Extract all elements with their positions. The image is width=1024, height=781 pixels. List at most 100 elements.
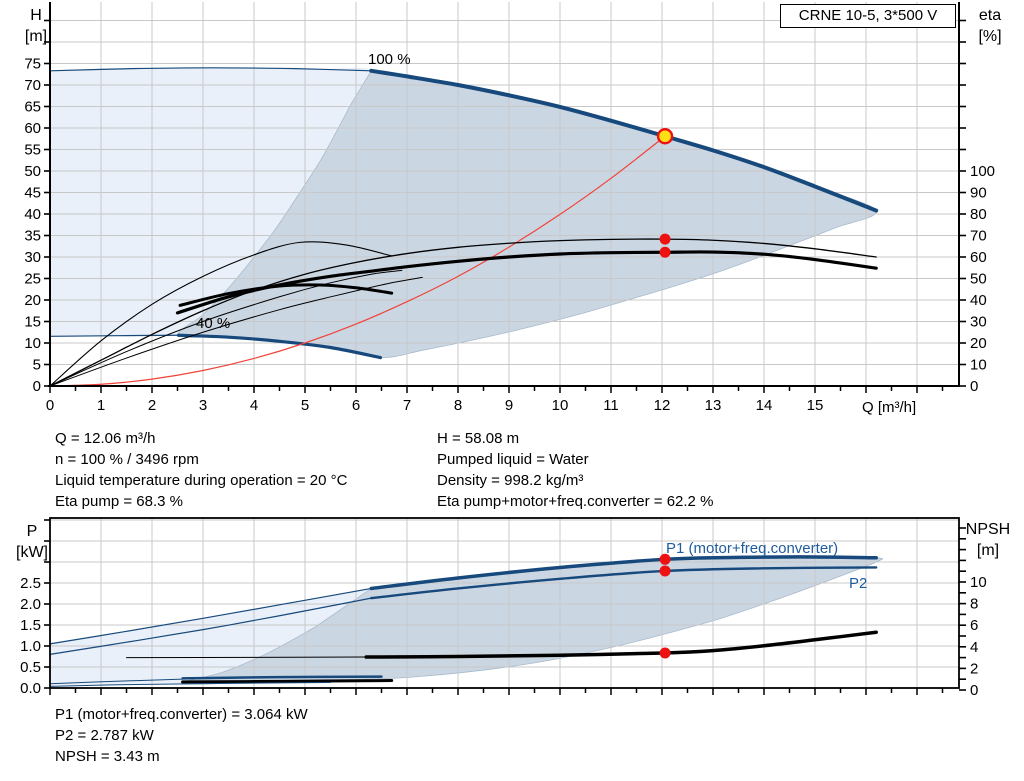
y-left-tick-label: 40	[24, 206, 41, 223]
y-right-tick-label: 20	[970, 335, 987, 352]
y-left-tick-label: 50	[24, 163, 41, 180]
p-axis-title-unit: [kW]	[16, 544, 48, 561]
eta-pump-duty-dot	[659, 233, 671, 245]
info-left-line-0: Q = 12.06 m³/h	[55, 430, 156, 447]
q-axis-title: Q [m³/h]	[862, 399, 917, 416]
head-40pct-thin-curve	[49, 334, 180, 337]
npsh-duty-dot	[659, 647, 671, 659]
y-right-tick-label: 8	[970, 596, 978, 613]
y-left-tick-label: 10	[24, 335, 41, 352]
x-tick-label: 14	[756, 397, 773, 414]
p2-label: P2	[849, 575, 867, 592]
p2-100pct-thin-curve	[49, 597, 372, 655]
y-left-tick-label: 1.0	[20, 638, 41, 655]
y-left-tick-label: 75	[24, 56, 41, 73]
y-left-tick-label: 20	[24, 292, 41, 309]
y-right-tick-label: 50	[970, 271, 987, 288]
eta-total-40pct-curve	[178, 283, 394, 307]
x-tick-label: 12	[654, 397, 671, 414]
duty-point	[656, 128, 674, 145]
control-range-light	[50, 67, 373, 337]
y-left-tick-label: 30	[24, 249, 41, 266]
npsh-axis-title: NPSH [m]	[956, 519, 1020, 561]
eta-pump-40pct-curve	[49, 241, 393, 387]
y-right-tick-label: 100	[970, 163, 995, 180]
h-axis-title: H [m]	[14, 5, 58, 47]
y-left-tick-label: 45	[24, 185, 41, 202]
npsh-40pct-curve	[181, 678, 394, 684]
y-left-tick-label: 2.5	[20, 575, 41, 592]
head-100pct-curve	[369, 68, 879, 213]
p2-100pct-curve	[370, 566, 878, 600]
info-bottom-line-2: NPSH = 3.43 m	[55, 748, 160, 765]
x-tick-label: 3	[199, 397, 207, 414]
eta-total-duty-dot	[659, 246, 671, 258]
y-left-tick-label: 55	[24, 142, 41, 159]
y-right-tick-label: 80	[970, 206, 987, 223]
y-left-tick-label: 65	[24, 99, 41, 116]
control-curve-red-curve	[49, 135, 666, 387]
duty-info-right-column: H = 58.08 m Pumped liquid = Water Density …	[437, 428, 713, 512]
eta-fan-2-curve	[49, 269, 403, 387]
eta-fan-3-curve	[49, 276, 423, 387]
speed-40-label: 40 %	[196, 315, 230, 332]
p1-100pct-thin-curve	[49, 587, 372, 645]
y-right-tick-label: 0	[970, 682, 978, 699]
h-axis-title-unit: [m]	[24, 28, 48, 45]
eta-axis-title-symbol: eta	[978, 7, 1002, 24]
pump-type-title-box: CRNE 10-5, 3*500 V	[780, 4, 956, 28]
info-right-line-2: Density = 998.2 kg/m³	[437, 472, 584, 489]
p2-40pct-thin-curve	[49, 682, 331, 687]
x-tick-label: 9	[505, 397, 513, 414]
y-left-tick-label: 35	[24, 228, 41, 245]
head-100pct-thin-curve	[49, 67, 372, 72]
power-info-column: P1 (motor+freq.converter) = 3.064 kW P2 =…	[55, 704, 308, 767]
info-right-line-1: Pumped liquid = Water	[437, 451, 589, 468]
y-left-tick-label: 0	[33, 378, 41, 395]
y-right-tick-label: 70	[970, 228, 987, 245]
x-tick-label: 6	[352, 397, 360, 414]
y-right-tick-label: 0	[970, 378, 978, 395]
x-tick-label: 13	[705, 397, 722, 414]
p1-40pct-thin-curve	[49, 678, 184, 685]
y-left-tick-label: 60	[24, 120, 41, 137]
y-right-tick-label: 2	[970, 660, 978, 677]
eta-axis-title: eta [%]	[964, 5, 1016, 47]
y-right-tick-label: 10	[970, 357, 987, 374]
y-right-tick-label: 40	[970, 292, 987, 309]
x-tick-label: 0	[46, 397, 54, 414]
p1-label: P1 (motor+freq.converter)	[666, 540, 838, 557]
y-left-tick-label: 25	[24, 271, 41, 288]
info-left-line-2: Liquid temperature during operation = 20…	[55, 472, 348, 489]
p1-duty-dot	[659, 553, 671, 565]
x-tick-label: 11	[603, 397, 619, 414]
head-40pct-curve	[176, 333, 383, 360]
npsh-axis-title-symbol: NPSH	[965, 521, 1011, 538]
x-tick-label: 2	[148, 397, 156, 414]
info-right-line-3: Eta pump+motor+freq.converter = 62.2 %	[437, 493, 714, 510]
y-left-tick-label: 70	[24, 77, 41, 94]
info-bottom-line-1: P2 = 2.787 kW	[55, 727, 154, 744]
duty-info-left-column: Q = 12.06 m³/h n = 100 % / 3496 rpm Liquid…	[55, 428, 347, 512]
x-tick-label: 4	[250, 397, 258, 414]
eta-total-100pct-curve	[175, 250, 878, 315]
npsh-axis-title-unit: [m]	[976, 542, 1000, 559]
x-tick-label: 7	[403, 397, 411, 414]
npsh-thin-curve	[126, 656, 367, 659]
y-right-tick-label: 10	[970, 574, 987, 591]
info-left-line-1: n = 100 % / 3496 rpm	[55, 451, 199, 468]
p1-40pct-curve	[181, 675, 383, 680]
x-tick-label: 8	[454, 397, 462, 414]
p-axis-title: P [kW]	[8, 521, 56, 563]
x-tick-label: 5	[301, 397, 309, 414]
x-tick-label: 10	[552, 397, 569, 414]
h-axis-title-symbol: H	[30, 7, 42, 24]
x-tick-label: 15	[807, 397, 824, 414]
y-left-tick-label: 15	[24, 314, 41, 331]
y-right-tick-label: 60	[970, 249, 987, 266]
y-right-tick-label: 90	[970, 185, 987, 202]
y-left-tick-label: 5	[33, 357, 41, 374]
y-left-tick-label: 0.0	[20, 680, 41, 697]
info-left-line-3: Eta pump = 68.3 %	[55, 493, 183, 510]
p1-100pct-curve	[369, 555, 878, 591]
